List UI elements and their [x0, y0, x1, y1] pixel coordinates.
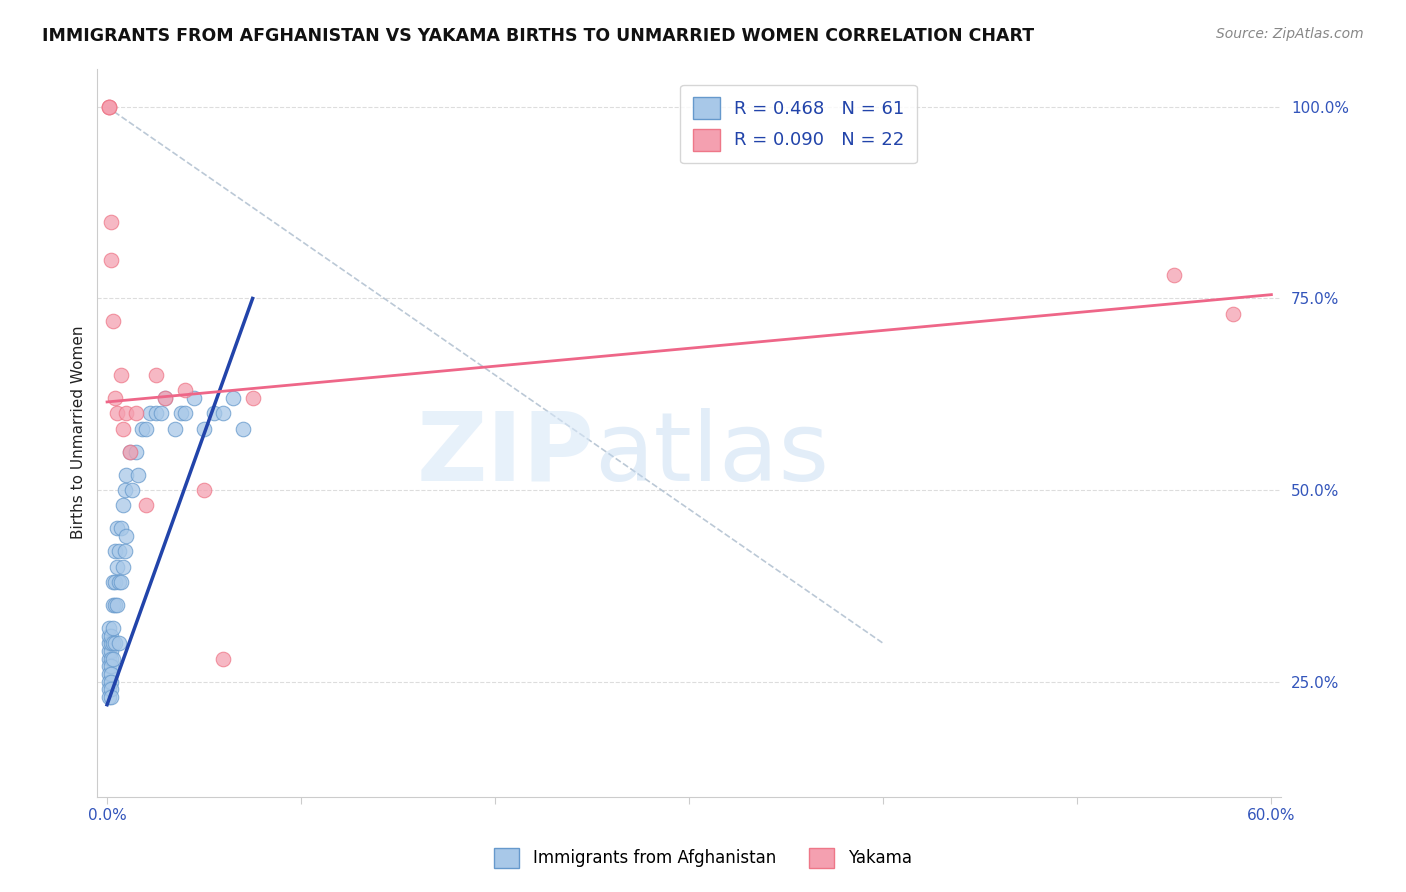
Point — [100, 667, 122, 681]
Point — [131, 422, 153, 436]
Point — [101, 621, 124, 635]
Point — [100, 636, 122, 650]
Point — [145, 406, 167, 420]
Point — [111, 559, 134, 574]
Point — [212, 651, 235, 665]
Point — [100, 674, 122, 689]
Point — [100, 682, 122, 697]
Point — [101, 575, 124, 590]
Point — [114, 483, 136, 497]
Point — [107, 636, 129, 650]
Point — [120, 444, 142, 458]
Point — [100, 644, 122, 658]
Point — [104, 636, 127, 650]
Text: atlas: atlas — [595, 408, 830, 501]
Text: IMMIGRANTS FROM AFGHANISTAN VS YAKAMA BIRTHS TO UNMARRIED WOMEN CORRELATION CHAR: IMMIGRANTS FROM AFGHANISTAN VS YAKAMA BI… — [42, 27, 1035, 45]
Point — [104, 575, 127, 590]
Point — [100, 690, 122, 704]
Point — [111, 422, 134, 436]
Point — [98, 651, 121, 665]
Point — [107, 575, 129, 590]
Point — [202, 406, 225, 420]
Point — [193, 422, 215, 436]
Point — [98, 667, 121, 681]
Point — [139, 406, 162, 420]
Point — [135, 499, 157, 513]
Point — [98, 659, 121, 673]
Point — [100, 629, 122, 643]
Point — [105, 559, 128, 574]
Point — [98, 100, 121, 114]
Point — [115, 529, 138, 543]
Point — [111, 499, 134, 513]
Y-axis label: Births to Unmarried Women: Births to Unmarried Women — [72, 326, 86, 540]
Point — [232, 422, 254, 436]
Point — [100, 651, 122, 665]
Point — [100, 659, 122, 673]
Point — [173, 406, 195, 420]
Point — [115, 406, 138, 420]
Point — [1163, 268, 1185, 283]
Point — [110, 521, 132, 535]
Point — [98, 629, 121, 643]
Point — [98, 644, 121, 658]
Point — [98, 100, 121, 114]
Point — [105, 521, 128, 535]
Legend: R = 0.468   N = 61, R = 0.090   N = 22: R = 0.468 N = 61, R = 0.090 N = 22 — [681, 85, 917, 163]
Point — [163, 422, 186, 436]
Point — [150, 406, 173, 420]
Point — [101, 636, 124, 650]
Point — [98, 100, 121, 114]
Point — [105, 598, 128, 612]
Point — [101, 651, 124, 665]
Point — [101, 598, 124, 612]
Point — [110, 368, 132, 383]
Point — [100, 253, 122, 268]
Point — [100, 215, 122, 229]
Point — [98, 674, 121, 689]
Point — [173, 384, 195, 398]
Point — [98, 682, 121, 697]
Point — [98, 690, 121, 704]
Point — [114, 544, 136, 558]
Point — [212, 406, 235, 420]
Point — [183, 391, 205, 405]
Point — [127, 467, 149, 482]
Point — [222, 391, 245, 405]
Text: ZIP: ZIP — [416, 408, 595, 501]
Point — [242, 391, 264, 405]
Point — [170, 406, 193, 420]
Point — [101, 314, 124, 328]
Point — [120, 444, 142, 458]
Legend: Immigrants from Afghanistan, Yakama: Immigrants from Afghanistan, Yakama — [488, 841, 918, 875]
Point — [105, 406, 128, 420]
Point — [125, 444, 148, 458]
Point — [121, 483, 143, 497]
Point — [98, 621, 121, 635]
Point — [115, 467, 138, 482]
Point — [104, 598, 127, 612]
Point — [155, 391, 177, 405]
Point — [155, 391, 177, 405]
Point — [145, 368, 167, 383]
Point — [104, 544, 127, 558]
Text: Source: ZipAtlas.com: Source: ZipAtlas.com — [1216, 27, 1364, 41]
Point — [107, 544, 129, 558]
Point — [104, 391, 127, 405]
Point — [135, 422, 157, 436]
Point — [1222, 307, 1244, 321]
Point — [125, 406, 148, 420]
Point — [110, 575, 132, 590]
Point — [98, 636, 121, 650]
Point — [193, 483, 215, 497]
